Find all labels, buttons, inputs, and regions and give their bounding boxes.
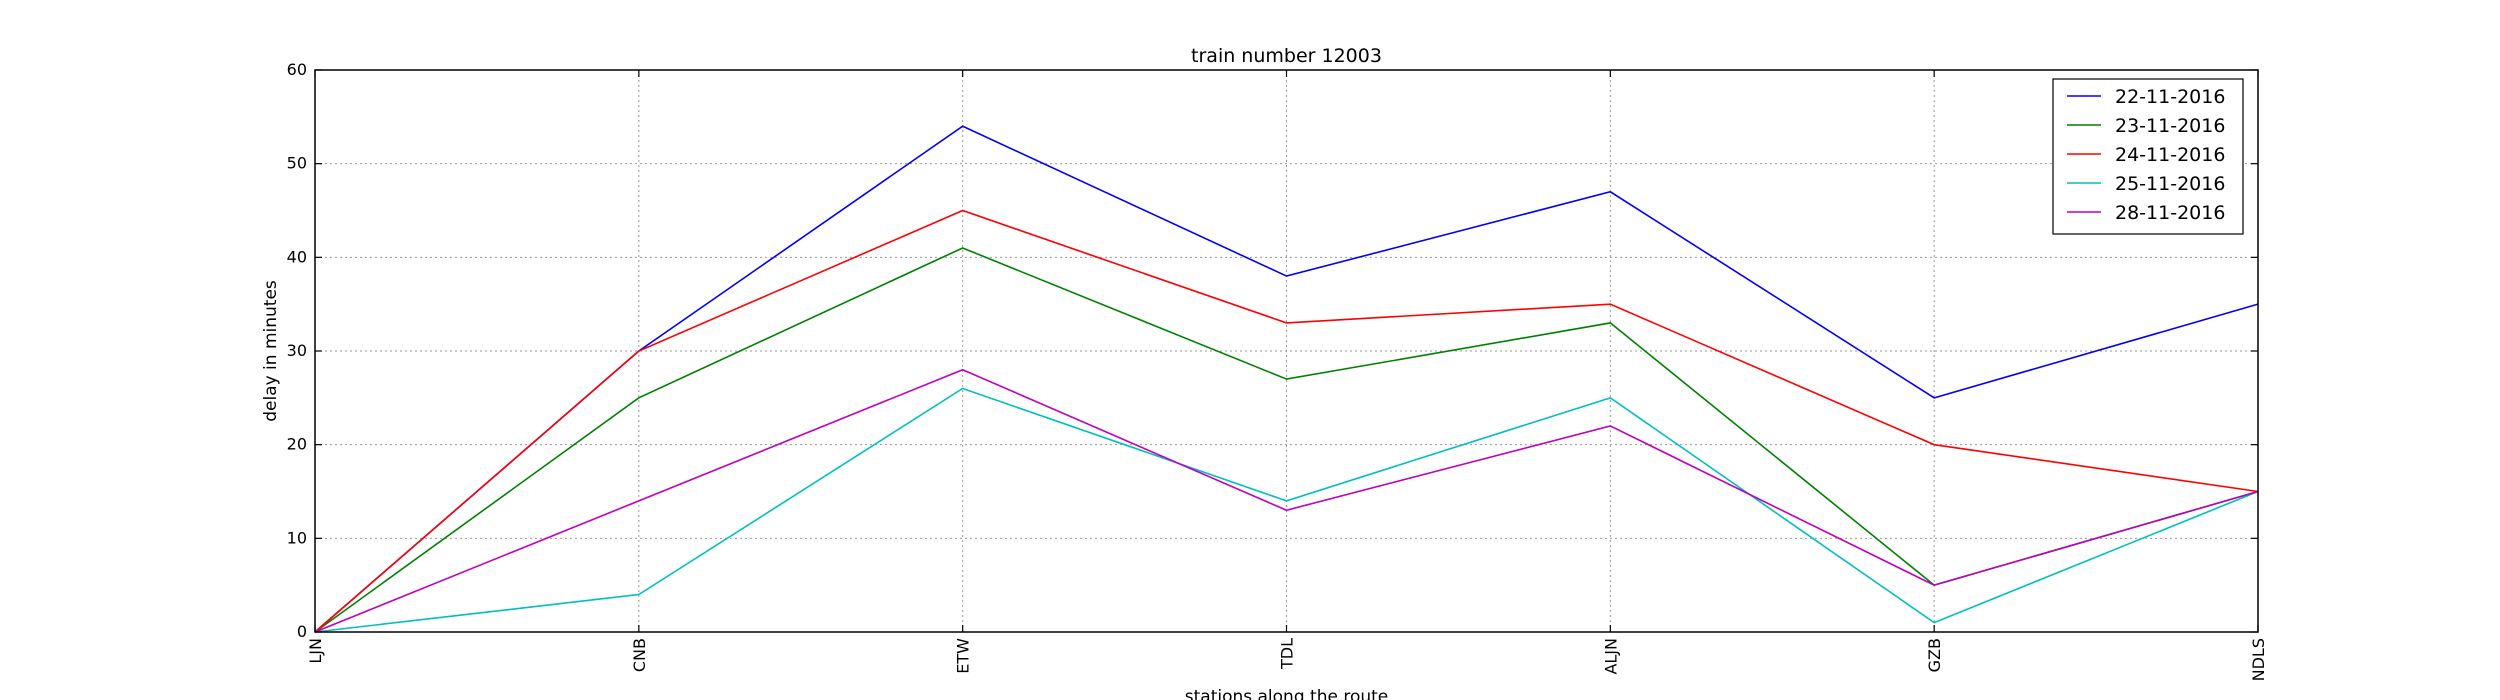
axis-ticks: 0 10 20 30 40 50 60 LJN CNB ETW TDL ALJN GZB NDLS [287,60,2268,681]
series-line-25-11-2016 [314,387,2259,633]
legend-label: 25-11-2016 [2115,173,2225,195]
y-tick-label: 0 [297,622,307,641]
x-tick-label: TDL [1278,638,1297,670]
legend-label: 24-11-2016 [2115,144,2225,166]
x-tick-label: CNB [630,638,649,672]
y-tick-label: 10 [287,528,307,547]
x-axis-label: stations along the route [1185,687,1389,700]
legend-label: 22-11-2016 [2115,86,2225,108]
legend-box [2052,78,2244,235]
y-tick-label: 20 [287,435,307,454]
x-tick-label: LJN [306,638,325,664]
y-tick-label: 30 [287,341,307,360]
chart-title: train number 12003 [1191,45,1382,67]
legend-label: 28-11-2016 [2115,202,2225,224]
y-tick-label: 40 [287,247,307,266]
x-tick-label: ETW [954,638,973,674]
y-tick-label: 60 [287,60,307,79]
y-axis-label: delay in minutes [261,280,281,422]
x-tick-label: GZB [1925,638,1944,672]
x-tick-label: ALJN [1601,638,1620,675]
y-tick-label: 50 [287,154,307,173]
series-line-24-11-2016 [314,209,2259,633]
grid-lines [315,70,2258,632]
series-lines [314,125,2259,633]
x-tick-label: NDLS [2249,638,2268,681]
legend: 22-11-2016 23-11-2016 24-11-2016 25-11-2016… [2052,78,2244,235]
series-line-28-11-2016 [314,368,2259,633]
legend-label: 23-11-2016 [2115,115,2225,137]
